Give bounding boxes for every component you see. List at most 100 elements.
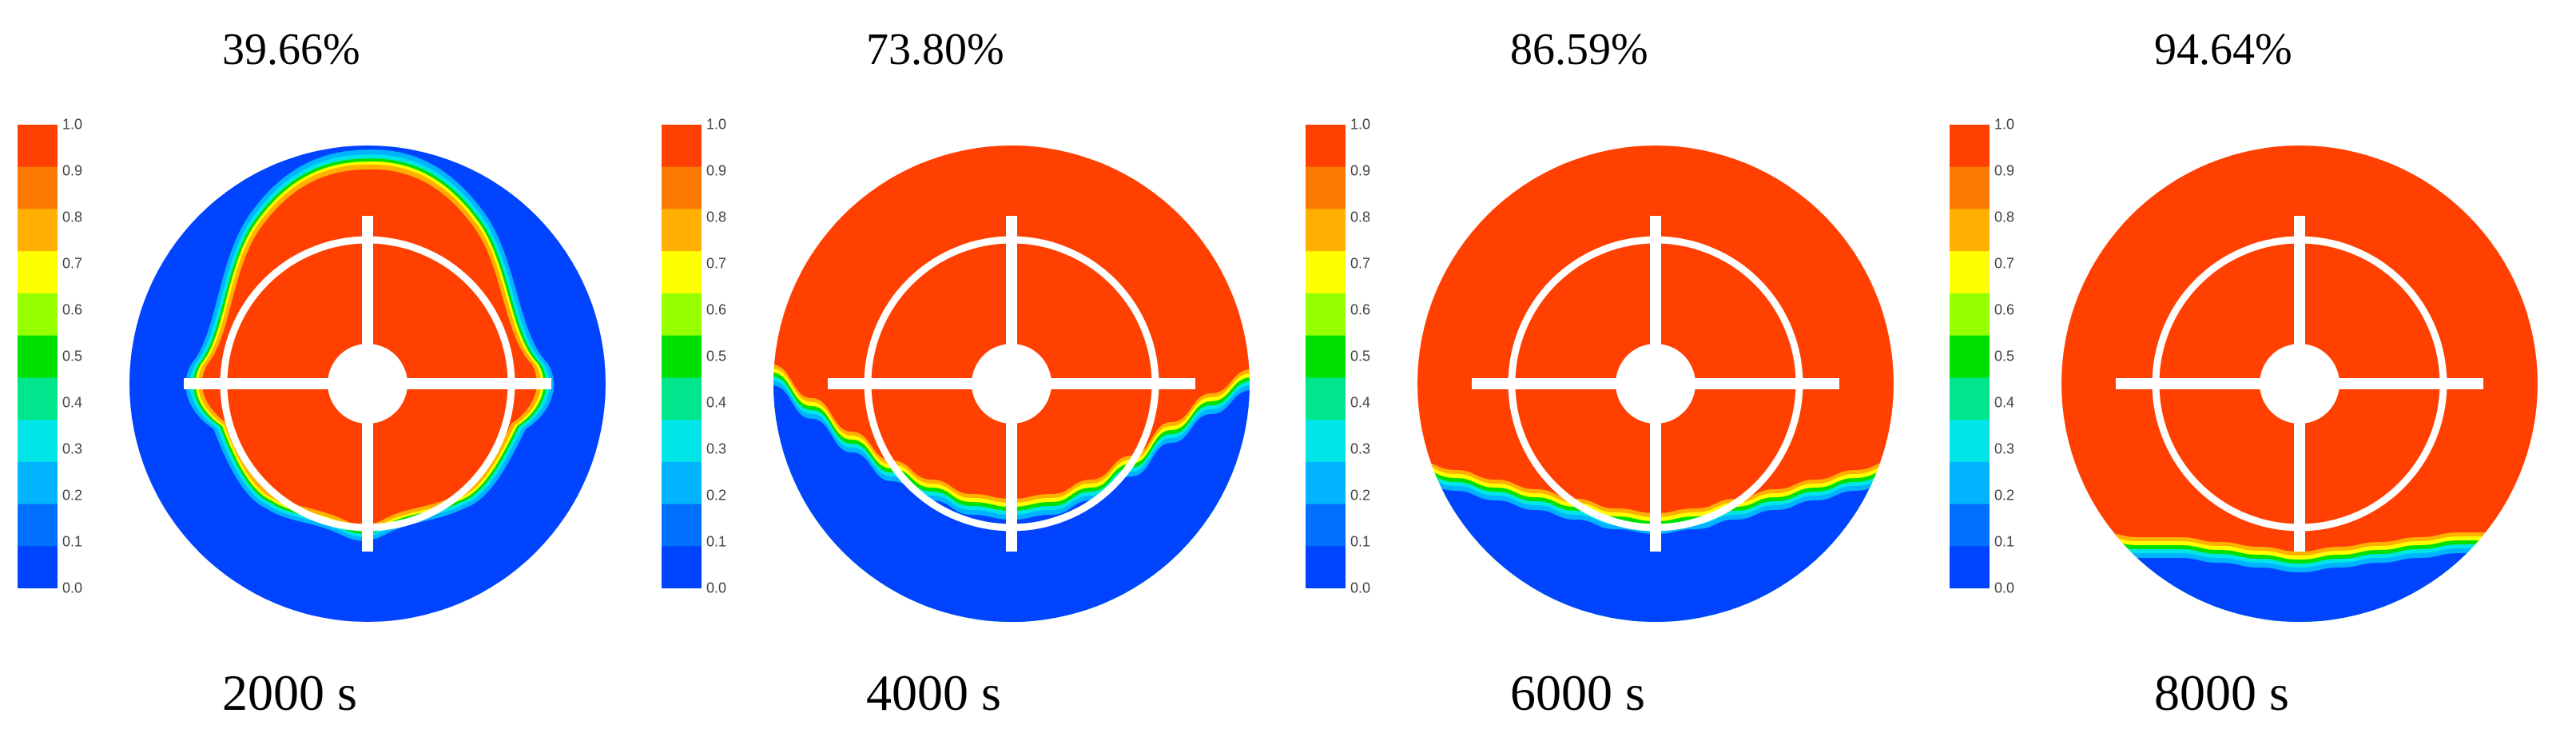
- time-label: 2000 s: [222, 664, 357, 721]
- colorbar-tick-label: 0.3: [1350, 440, 1371, 457]
- colorbar-tick-label: 0.1: [1994, 533, 2015, 550]
- colorbar-tick-label: 0.8: [62, 209, 83, 225]
- fill-percentage-label: 94.64%: [2154, 25, 2292, 74]
- colorbar-segment: [1306, 209, 1346, 252]
- colorbar-tick-label: 0.7: [1994, 255, 2015, 272]
- colorbar-segment: [1950, 293, 1990, 337]
- colorbar-segment: [662, 504, 702, 547]
- colorbar-segment: [1306, 125, 1346, 168]
- colorbar-tick-label: 0.3: [1994, 440, 2015, 457]
- colorbar-segment: [662, 461, 702, 505]
- colorbar-ticks: 1.0 0.9 0.8 0.7 0.6 0.5 0.4 0.3 0.2 0.1 0.0: [1350, 117, 1390, 596]
- colorbar-tick-label: 0.4: [1994, 394, 2015, 411]
- colorbar-tick-label: 0.0: [1350, 580, 1371, 596]
- colorbar-tick-label: 0.7: [1350, 255, 1371, 272]
- colorbar-segment: [1306, 166, 1346, 209]
- colorbar-segment: [18, 420, 58, 463]
- colorbar-tick-label: 0.2: [62, 487, 83, 504]
- colorbar-tick-label: 0.9: [1350, 162, 1371, 179]
- colorbar-segment: [18, 504, 58, 547]
- colorbar-tick-label: 0.2: [706, 487, 727, 504]
- colorbar-segment: [1950, 209, 1990, 252]
- colorbar-tick-label: 0.6: [1350, 301, 1371, 318]
- colorbar: [662, 125, 702, 589]
- time-label: 4000 s: [866, 664, 1001, 721]
- fill-percentage-label: 86.59%: [1510, 25, 1648, 74]
- colorbar-segment: [1950, 377, 1990, 420]
- center-hub: [972, 344, 1051, 424]
- fill-percentage-label: 39.66%: [222, 25, 360, 74]
- colorbar: [1950, 125, 1990, 589]
- colorbar-segment: [1950, 546, 1990, 589]
- panel-2: 73.80% 1.0 0.9 0.8 0.7 0.6 0.5 0.4 0.3 0.2 0.1 0.0 4…: [644, 0, 1288, 753]
- cross-section-disc: [772, 144, 1251, 624]
- colorbar-tick-label: 0.0: [1994, 580, 2015, 596]
- colorbar-segment: [1950, 461, 1990, 505]
- center-hub: [328, 344, 407, 424]
- colorbar-segment: [1306, 377, 1346, 420]
- colorbar-tick-label: 0.7: [706, 255, 727, 272]
- colorbar-tick-label: 0.9: [62, 162, 83, 179]
- cross-section-disc: [1416, 144, 1895, 624]
- colorbar-tick-label: 0.5: [62, 348, 83, 365]
- colorbar-segment: [18, 461, 58, 505]
- colorbar-segment: [18, 293, 58, 337]
- colorbar-segment: [662, 546, 702, 589]
- colorbar-segment: [1306, 251, 1346, 294]
- colorbar-segment: [1950, 420, 1990, 463]
- time-label: 8000 s: [2154, 664, 2289, 721]
- colorbar-segment: [662, 125, 702, 168]
- colorbar-segment: [1950, 166, 1990, 209]
- colorbar-tick-label: 0.3: [62, 440, 83, 457]
- colorbar-tick-label: 0.8: [706, 209, 727, 225]
- colorbar-tick-label: 0.6: [706, 301, 727, 318]
- colorbar-tick-label: 0.0: [62, 580, 83, 596]
- center-hub: [2260, 344, 2339, 424]
- colorbar-segment: [18, 335, 58, 378]
- colorbar-segment: [1950, 335, 1990, 378]
- panel-3: 86.59% 1.0 0.9 0.8 0.7 0.6 0.5 0.4 0.3 0.2 0.1 0.0 6…: [1288, 0, 1932, 753]
- colorbar-tick-label: 0.8: [1994, 209, 2015, 225]
- colorbar-segment: [18, 251, 58, 294]
- colorbar-tick-label: 0.6: [1994, 301, 2015, 318]
- colorbar-segment: [18, 125, 58, 168]
- colorbar-ticks: 1.0 0.9 0.8 0.7 0.6 0.5 0.4 0.3 0.2 0.1 0.0: [62, 117, 102, 596]
- colorbar-segment: [662, 335, 702, 378]
- colorbar-segment: [18, 546, 58, 589]
- colorbar-segment: [1950, 504, 1990, 547]
- colorbar-segment: [662, 377, 702, 420]
- colorbar-segment: [1950, 125, 1990, 168]
- colorbar-segment: [1306, 335, 1346, 378]
- colorbar-segment: [1306, 546, 1346, 589]
- cross-section-disc: [128, 144, 607, 624]
- colorbar-tick-label: 0.3: [706, 440, 727, 457]
- colorbar-tick-label: 0.4: [1350, 394, 1371, 411]
- colorbar-tick-label: 0.9: [1994, 162, 2015, 179]
- colorbar-tick-label: 0.5: [706, 348, 727, 365]
- panel-4: 94.64% 1.0 0.9 0.8 0.7 0.6 0.5 0.4 0.3 0.2 0.1 0.0 8…: [1932, 0, 2576, 753]
- empty-region: [773, 385, 1250, 622]
- empty-region: [1417, 481, 1894, 622]
- colorbar-tick-label: 0.7: [62, 255, 83, 272]
- colorbar-tick-label: 1.0: [62, 116, 83, 133]
- colorbar-segment: [18, 209, 58, 252]
- center-hub: [1616, 344, 1695, 424]
- colorbar-segment: [1306, 504, 1346, 547]
- colorbar-segment: [662, 420, 702, 463]
- colorbar-segment: [1306, 293, 1346, 337]
- colorbar-tick-label: 1.0: [706, 116, 727, 133]
- colorbar-tick-label: 0.9: [706, 162, 727, 179]
- colorbar-segment: [18, 166, 58, 209]
- time-label: 6000 s: [1510, 664, 1645, 721]
- colorbar-segment: [1950, 251, 1990, 294]
- colorbar: [18, 125, 58, 589]
- colorbar-tick-label: 0.5: [1994, 348, 2015, 365]
- colorbar-segment: [662, 293, 702, 337]
- colorbar-tick-label: 1.0: [1994, 116, 2015, 133]
- colorbar-segment: [18, 377, 58, 420]
- colorbar-ticks: 1.0 0.9 0.8 0.7 0.6 0.5 0.4 0.3 0.2 0.1 0.0: [1994, 117, 2034, 596]
- panel-1: 39.66% 1.0 0.9 0.8 0.7 0.6 0.5 0.4 0.3 0.2 0.1 0.0 2…: [0, 0, 644, 753]
- colorbar-segment: [1306, 461, 1346, 505]
- colorbar-segment: [662, 251, 702, 294]
- colorbar-tick-label: 0.1: [62, 533, 83, 550]
